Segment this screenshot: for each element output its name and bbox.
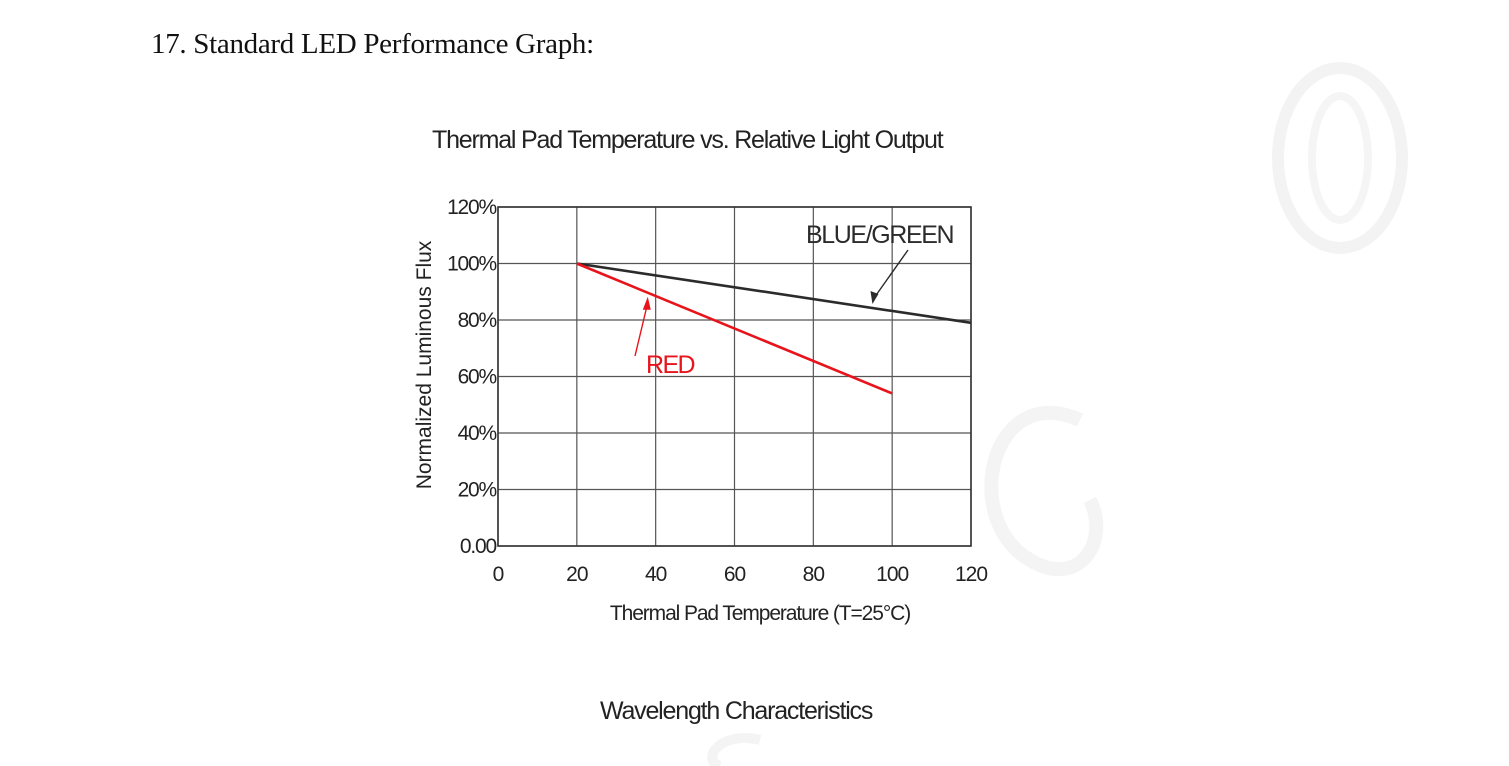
- y-tick-label: 0.00: [460, 535, 497, 558]
- wavelength-heading: Wavelength Characteristics: [600, 697, 873, 725]
- x-tick-label: 40: [645, 563, 667, 586]
- y-tick-label: 40%: [458, 422, 497, 445]
- annotation-layer: BLUE/GREEN RED: [634, 221, 955, 379]
- series-label-blue-green: BLUE/GREEN: [806, 221, 954, 249]
- y-tick-label: 80%: [458, 309, 497, 332]
- tick-layer: 0 20 40 60 80 100 120 0.00 20% 40% 60% 80% 100% 120%: [447, 196, 988, 586]
- y-tick-label: 60%: [458, 366, 497, 389]
- x-axis-label: Thermal Pad Temperature (T=25°C): [610, 602, 910, 625]
- x-tick-label: 120: [955, 563, 987, 586]
- y-tick-label: 100%: [447, 253, 496, 276]
- y-tick-label: 120%: [447, 196, 496, 219]
- x-tick-label: 20: [566, 563, 588, 586]
- y-axis-label: Normalized Luminous Flux: [413, 240, 436, 489]
- series-label-red: RED: [646, 351, 695, 379]
- grid-layer: [497, 206, 972, 547]
- x-tick-label: 100: [876, 563, 908, 586]
- series-line-blue-green: [576, 262, 972, 325]
- series-line-red: [576, 262, 893, 395]
- x-tick-label: 80: [803, 563, 825, 586]
- arrow-blue-green: [874, 249, 909, 297]
- arrowhead-red: [642, 296, 651, 310]
- y-tick-label: 20%: [458, 479, 497, 502]
- arrowhead-blue-green: [870, 290, 879, 304]
- series-layer: [576, 262, 972, 395]
- arrow-red: [634, 306, 648, 357]
- x-tick-label: 60: [724, 563, 746, 586]
- x-tick-label: 0: [493, 563, 504, 586]
- plot-frame: [497, 206, 972, 547]
- section-heading: 17. Standard LED Performance Graph:: [151, 28, 594, 60]
- chart-title: Thermal Pad Temperature vs. Relative Lig…: [432, 126, 944, 154]
